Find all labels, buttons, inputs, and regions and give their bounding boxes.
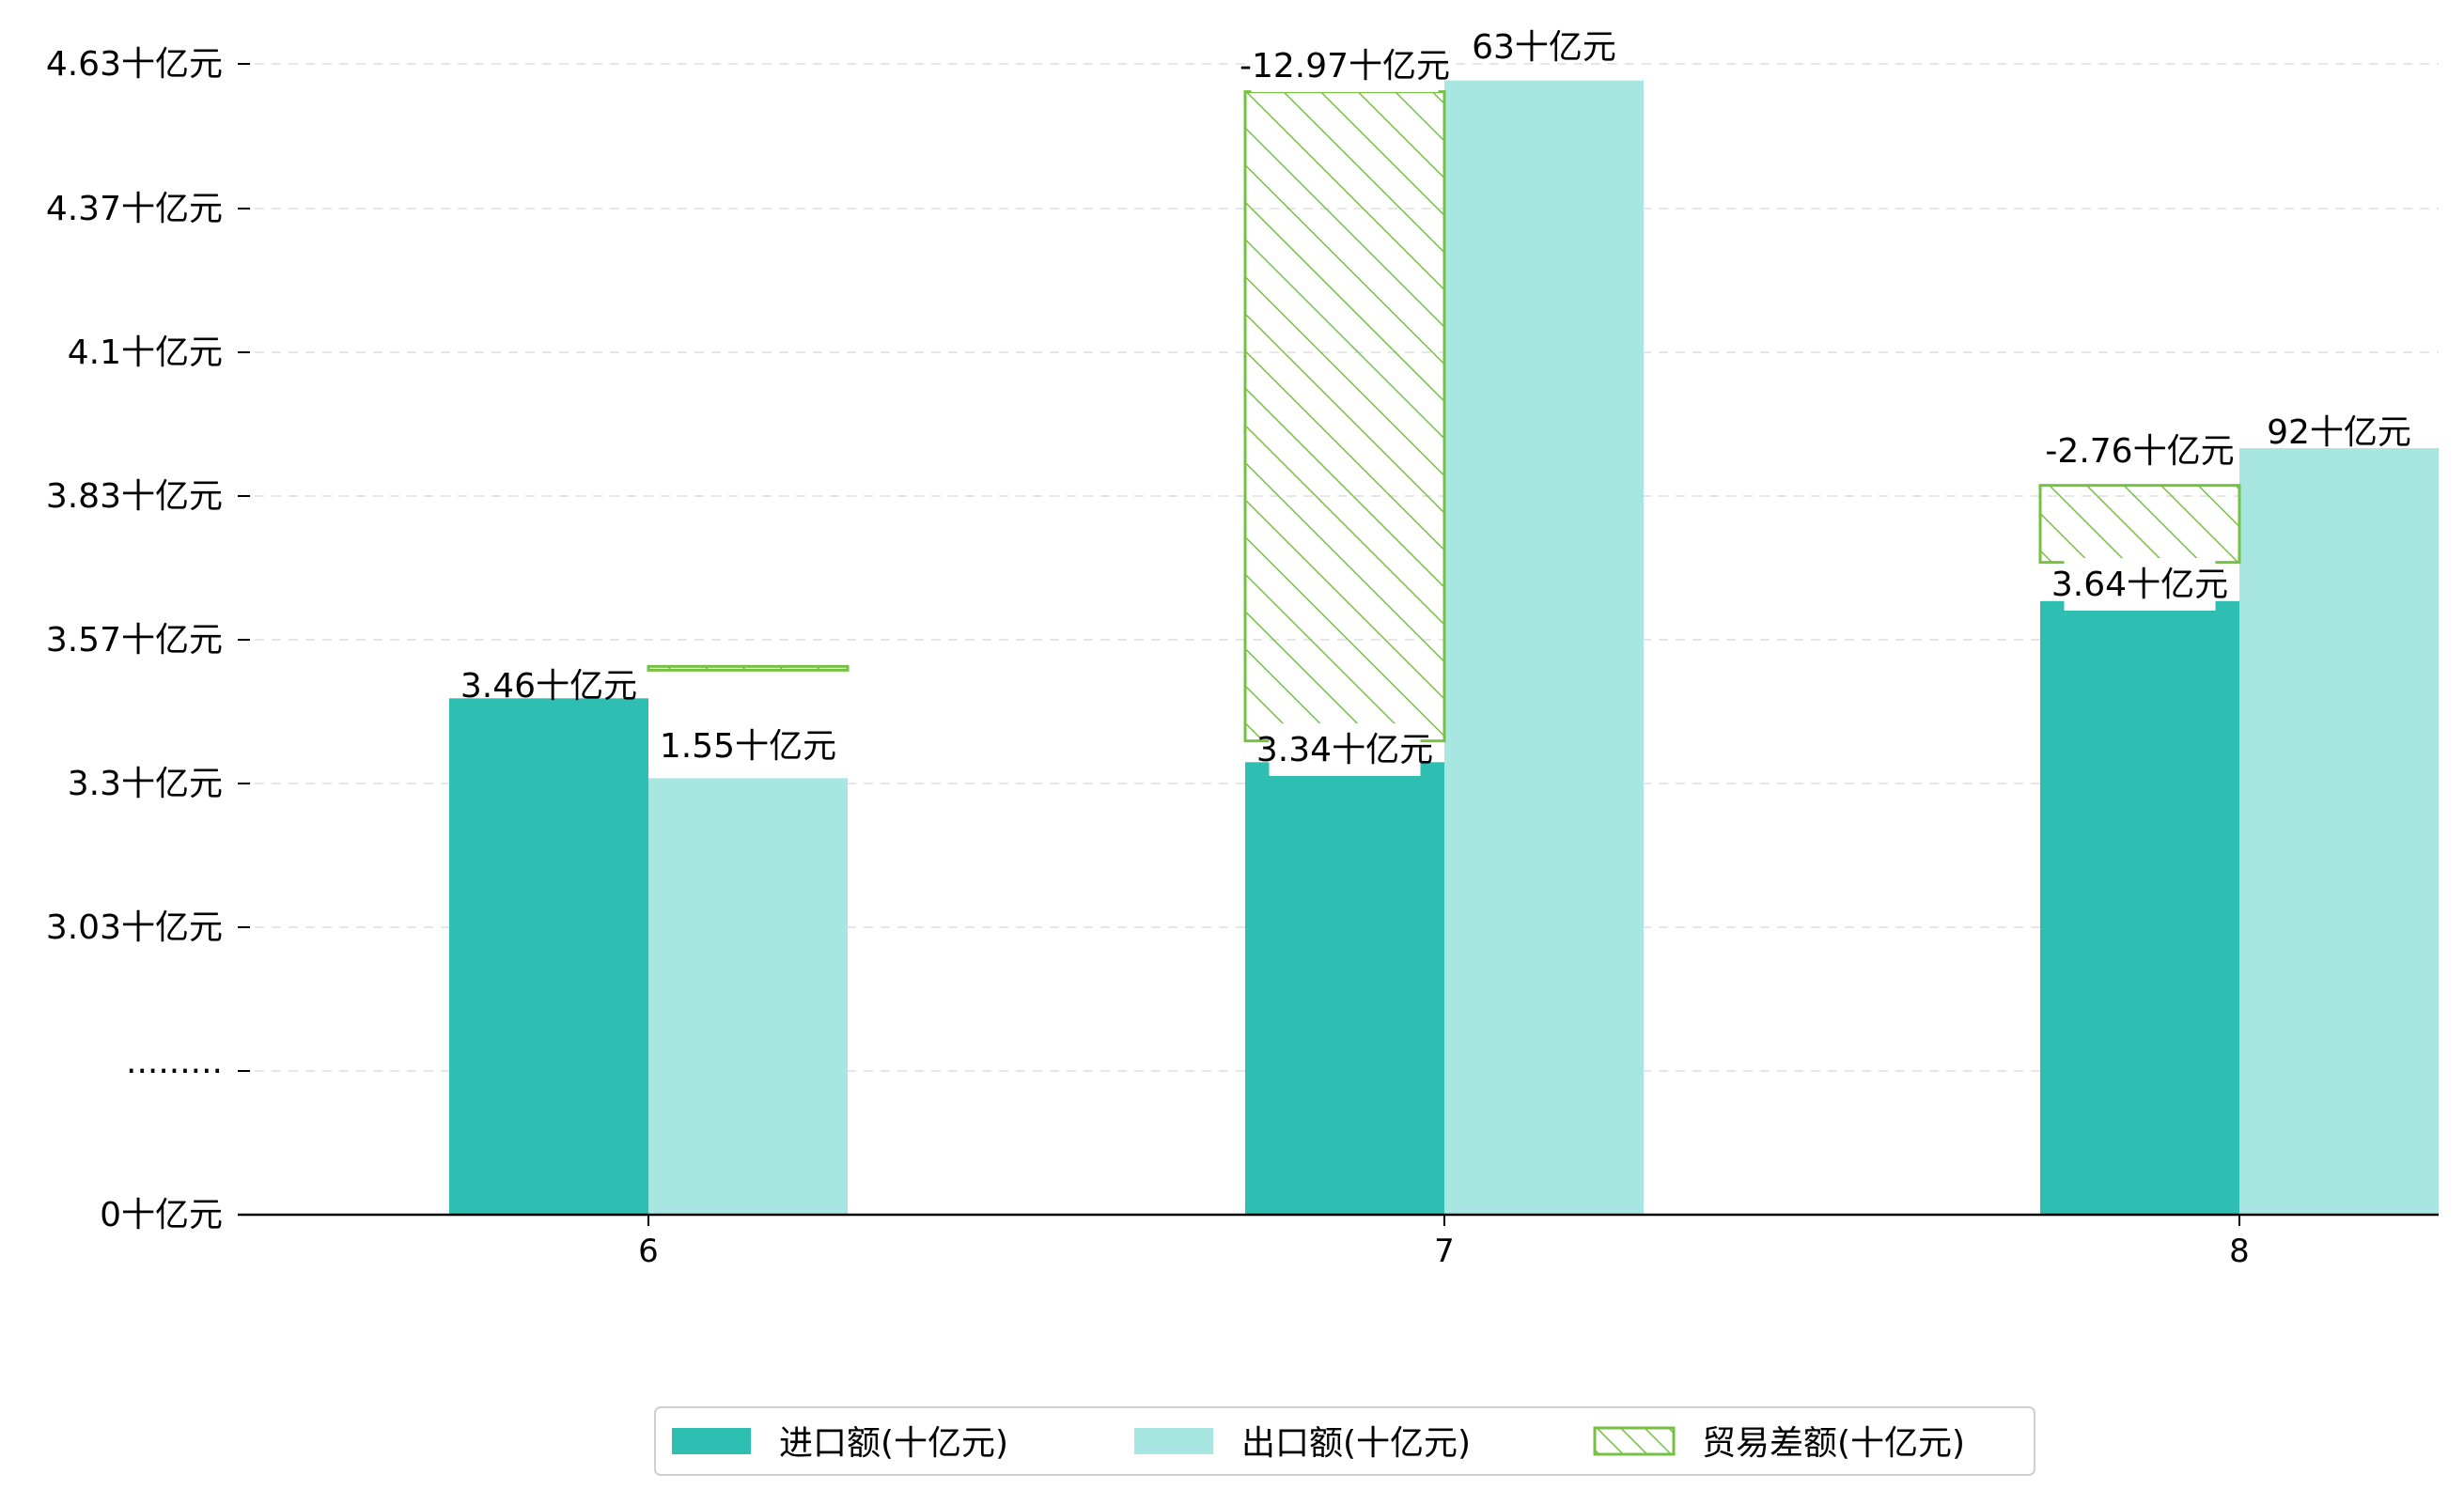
data-label-bg	[1269, 723, 1421, 776]
bar-trade-balance	[647, 664, 850, 672]
legend-label: 出口额(十亿元)	[1241, 1424, 1471, 1463]
data-label: -12.97十亿元	[1240, 47, 1450, 85]
bar-import	[449, 698, 648, 1215]
legend-label: 进口额(十亿元)	[779, 1424, 1008, 1463]
y-tick-label: 3.3十亿元	[68, 765, 223, 803]
y-tick-label: 4.37十亿元	[46, 190, 223, 228]
axes: 0十亿元 ········· 3.03十亿元 3.3十亿元 3.57十亿元 3.83十亿元…	[46, 45, 2439, 1270]
bar-export	[1444, 80, 1644, 1215]
y-tick-label: 3.03十亿元	[46, 908, 223, 947]
legend: 进口额(十亿元) 出口额(十亿元) 贸易差额(十亿元)	[654, 1406, 2035, 1476]
data-label: 3.34十亿元	[1256, 731, 1433, 769]
legend-label: 贸易差额(十亿元)	[1702, 1424, 1965, 1463]
legend-swatch	[1134, 1428, 1213, 1454]
data-label-bg	[2055, 425, 2224, 477]
data-label-bg	[672, 720, 824, 772]
y-tick-label: 3.57十亿元	[46, 621, 223, 659]
legend-swatch	[672, 1428, 751, 1454]
data-label-bg	[2064, 558, 2216, 611]
bars	[449, 80, 2439, 1215]
bar-trade-balance	[2038, 484, 2241, 565]
bar-import	[2040, 600, 2239, 1215]
y-tick-label: ·········	[126, 1052, 223, 1091]
y-tick-label: 3.83十亿元	[46, 477, 223, 516]
x-tick-label: 8	[2229, 1233, 2250, 1270]
y-tick-label: 0十亿元	[100, 1196, 223, 1234]
data-label-bg	[1251, 39, 1439, 92]
x-tick-label: 7	[1434, 1233, 1455, 1270]
legend-swatch	[1593, 1426, 1676, 1456]
data-label: 63十亿元	[1472, 28, 1616, 67]
bar-export	[648, 778, 848, 1215]
data-labels: 3.46十亿元 1.55十亿元 3.34十亿元 -12.97十亿元 63十亿元 3.64十…	[460, 28, 2411, 776]
x-tick-label: 6	[638, 1233, 659, 1270]
y-tick-label: 4.1十亿元	[68, 334, 223, 372]
bar-trade-balance	[1243, 90, 1446, 743]
data-label: -2.76十亿元	[2045, 432, 2234, 471]
data-label: 1.55十亿元	[660, 727, 836, 766]
y-tick-label: 4.63十亿元	[46, 45, 223, 84]
data-label: 3.46十亿元	[460, 667, 637, 706]
bar-export	[2239, 448, 2439, 1215]
bar-import	[1245, 762, 1444, 1215]
legend-box	[654, 1406, 2035, 1476]
data-label: 92十亿元	[2267, 413, 2411, 452]
data-label: 3.64十亿元	[2051, 566, 2228, 604]
